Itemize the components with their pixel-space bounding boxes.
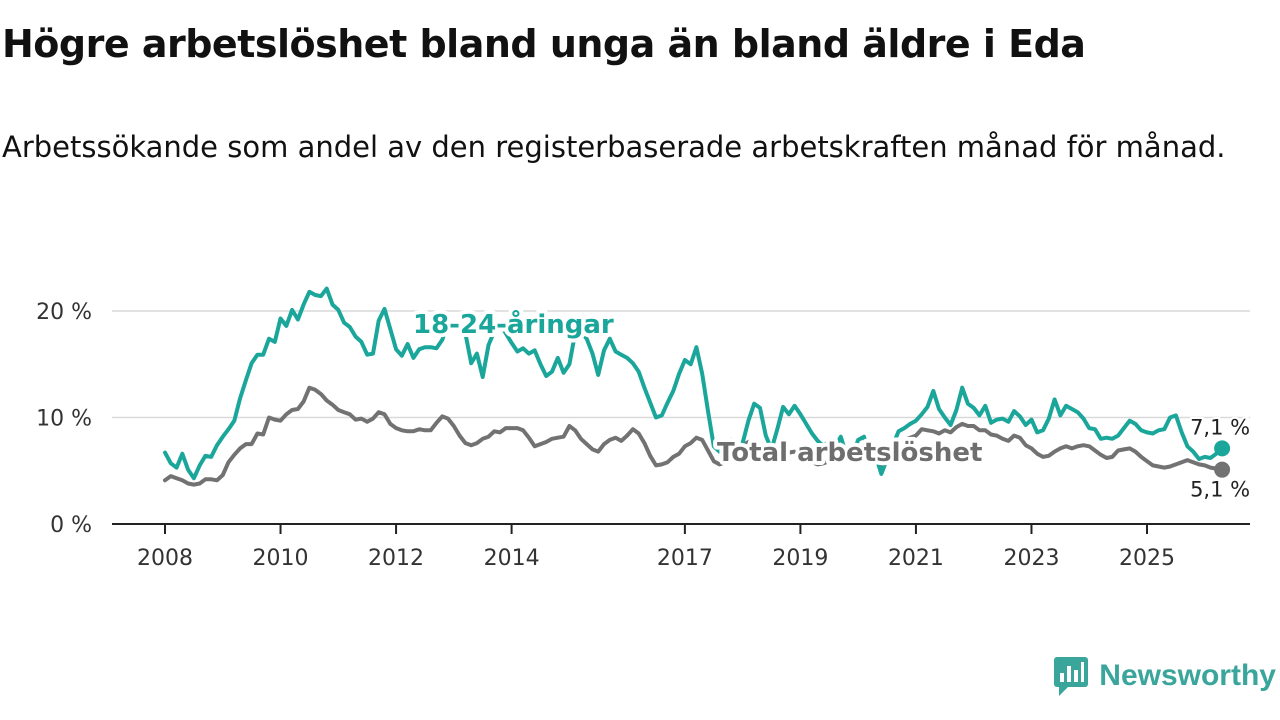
newsworthy-logo-icon (1054, 657, 1089, 696)
x-tick-label: 2008 (137, 546, 193, 571)
x-tick-label: 2025 (1119, 546, 1175, 571)
x-tick-label: 2014 (484, 546, 540, 571)
x-tick-label: 2010 (253, 546, 309, 571)
series-line-youth (163, 286, 1225, 481)
y-tick-label: 0 % (50, 513, 92, 538)
end-marker-youth (1214, 440, 1231, 457)
end-marker-total (1214, 461, 1231, 478)
chart-subtitle: Arbetssökande som andel av den registerb… (2, 130, 1226, 164)
x-tick-label: 2017 (657, 546, 713, 571)
brand-name: Newsworthy (1099, 659, 1276, 692)
series-line-total (163, 385, 1225, 487)
x-tick-label: 2019 (772, 546, 828, 571)
x-tick-label: 2021 (888, 546, 944, 571)
series-label-youth: 18-24-åringar (413, 308, 614, 340)
series-labels: 7,1 % 5,1 % 18-24-åringar Total arbetslöshe… (409, 304, 1252, 504)
brand-logo: Newsworthy (1053, 656, 1276, 696)
chart-title: Högre arbetslöshet bland unga än bland ä… (2, 22, 1086, 66)
y-tick-label: 20 % (36, 300, 92, 325)
axes: 0 % 10 % 20 % 2008 2010 2012 2014 2017 2019 2021 2… (36, 300, 1250, 571)
end-label-youth: 7,1 % (1190, 415, 1250, 439)
series-lines (163, 286, 1231, 487)
x-tick-label: 2012 (368, 546, 424, 571)
x-tick-label: 2023 (1003, 546, 1059, 571)
y-tick-label: 10 % (36, 407, 92, 432)
series-label-total: Total arbetslöshet (717, 438, 982, 468)
end-label-total: 5,1 % (1190, 478, 1250, 502)
